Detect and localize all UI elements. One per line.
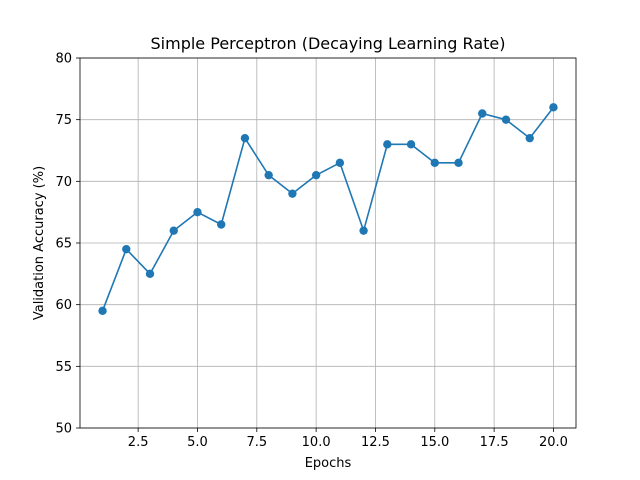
y-axis-label: Validation Accuracy (%) bbox=[32, 166, 47, 320]
data-point bbox=[430, 158, 439, 168]
series-layer bbox=[98, 103, 558, 316]
x-tick-label: 15.0 bbox=[420, 435, 449, 450]
x-tick-label: 20.0 bbox=[539, 435, 568, 450]
data-point bbox=[264, 170, 273, 180]
y-tick-label: 75 bbox=[55, 113, 72, 128]
x-tick-label: 5.0 bbox=[187, 435, 208, 450]
data-point bbox=[98, 306, 107, 316]
data-point bbox=[311, 170, 321, 180]
data-point bbox=[335, 158, 345, 168]
data-point bbox=[525, 133, 534, 143]
data-point bbox=[501, 115, 511, 124]
data-point bbox=[240, 133, 250, 143]
data-point bbox=[549, 103, 558, 112]
x-axis-label: Epochs bbox=[305, 456, 352, 471]
series-line bbox=[101, 106, 555, 312]
x-tick-label: 2.5 bbox=[128, 435, 149, 450]
y-tick-label: 50 bbox=[55, 422, 72, 437]
y-tick-label: 65 bbox=[55, 237, 72, 252]
x-tick-label: 10.0 bbox=[302, 435, 331, 450]
data-point bbox=[288, 189, 297, 198]
x-tick-label: 17.5 bbox=[480, 435, 509, 450]
data-point bbox=[122, 244, 131, 254]
data-point bbox=[193, 207, 202, 217]
y-tick-label: 70 bbox=[55, 175, 72, 190]
x-tick-label: 7.5 bbox=[246, 435, 267, 450]
data-point bbox=[217, 220, 226, 229]
grid bbox=[80, 57, 576, 429]
data-point bbox=[406, 140, 416, 149]
data-point bbox=[478, 109, 487, 118]
x-tick-label: 12.5 bbox=[361, 435, 390, 450]
y-tick-label: 60 bbox=[55, 298, 72, 313]
data-point bbox=[359, 226, 368, 235]
data-point bbox=[454, 158, 463, 168]
data-point bbox=[383, 140, 392, 149]
y-tick-label: 55 bbox=[55, 360, 72, 375]
data-point bbox=[169, 226, 178, 235]
axis-ticks: 2.5 5.0 7.5 10.0 12.5 15.0 17.5 20.0 50 55 60 65 70 7… bbox=[55, 52, 567, 451]
data-point bbox=[145, 269, 155, 279]
chart-title: Simple Perceptron (Decaying Learning Rat… bbox=[151, 34, 506, 53]
y-tick-label: 80 bbox=[55, 52, 72, 67]
